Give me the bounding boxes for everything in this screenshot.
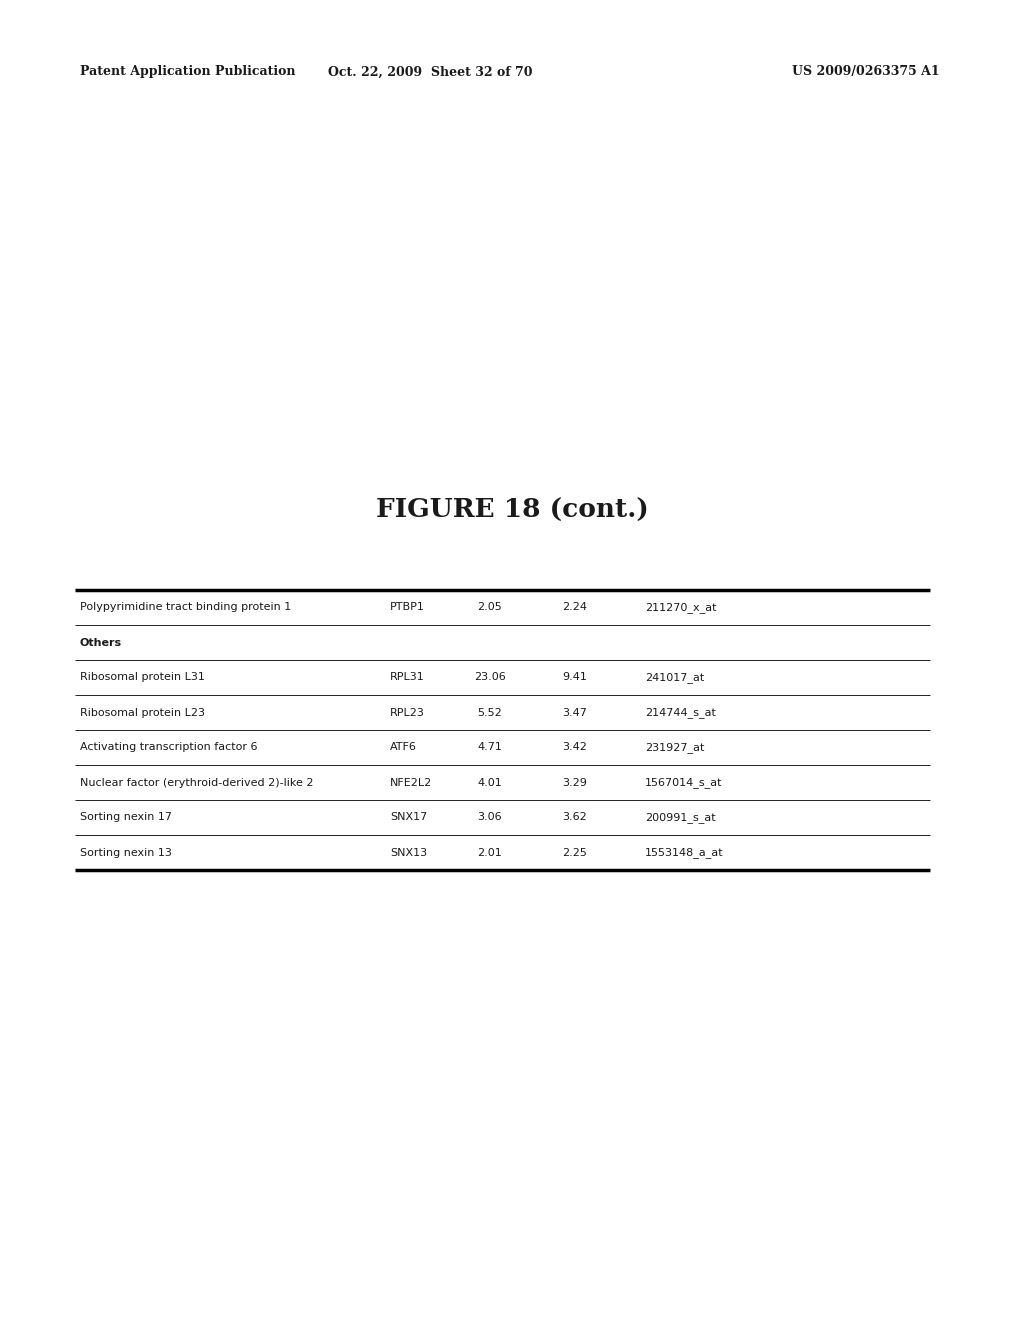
Text: 23.06: 23.06 (474, 672, 506, 682)
Text: 231927_at: 231927_at (645, 742, 705, 752)
Text: 211270_x_at: 211270_x_at (645, 602, 717, 612)
Text: ATF6: ATF6 (390, 742, 417, 752)
Text: 1567014_s_at: 1567014_s_at (645, 777, 723, 788)
Text: 214744_s_at: 214744_s_at (645, 708, 716, 718)
Text: US 2009/0263375 A1: US 2009/0263375 A1 (793, 66, 940, 78)
Text: Nuclear factor (erythroid-derived 2)-like 2: Nuclear factor (erythroid-derived 2)-lik… (80, 777, 313, 788)
Text: Ribosomal protein L31: Ribosomal protein L31 (80, 672, 205, 682)
Text: 9.41: 9.41 (562, 672, 588, 682)
Text: 3.47: 3.47 (562, 708, 588, 718)
Text: PTBP1: PTBP1 (390, 602, 425, 612)
Text: Sorting nexin 13: Sorting nexin 13 (80, 847, 172, 858)
Text: RPL31: RPL31 (390, 672, 425, 682)
Text: Oct. 22, 2009  Sheet 32 of 70: Oct. 22, 2009 Sheet 32 of 70 (328, 66, 532, 78)
Text: Others: Others (80, 638, 122, 648)
Text: Patent Application Publication: Patent Application Publication (80, 66, 296, 78)
Text: 3.42: 3.42 (562, 742, 588, 752)
Text: SNX17: SNX17 (390, 813, 427, 822)
Text: 3.06: 3.06 (477, 813, 503, 822)
Text: Polypyrimidine tract binding protein 1: Polypyrimidine tract binding protein 1 (80, 602, 291, 612)
Text: 2.01: 2.01 (477, 847, 503, 858)
Text: 3.29: 3.29 (562, 777, 588, 788)
Text: 3.62: 3.62 (562, 813, 588, 822)
Text: 4.71: 4.71 (477, 742, 503, 752)
Text: 4.01: 4.01 (477, 777, 503, 788)
Text: 241017_at: 241017_at (645, 672, 705, 682)
Text: 2.05: 2.05 (477, 602, 503, 612)
Text: 2.25: 2.25 (562, 847, 588, 858)
Text: 5.52: 5.52 (477, 708, 503, 718)
Text: Ribosomal protein L23: Ribosomal protein L23 (80, 708, 205, 718)
Text: NFE2L2: NFE2L2 (390, 777, 432, 788)
Text: SNX13: SNX13 (390, 847, 427, 858)
Text: RPL23: RPL23 (390, 708, 425, 718)
Text: 2.24: 2.24 (562, 602, 588, 612)
Text: 1553148_a_at: 1553148_a_at (645, 847, 724, 858)
Text: FIGURE 18 (cont.): FIGURE 18 (cont.) (376, 498, 648, 523)
Text: Activating transcription factor 6: Activating transcription factor 6 (80, 742, 257, 752)
Text: Sorting nexin 17: Sorting nexin 17 (80, 813, 172, 822)
Text: 200991_s_at: 200991_s_at (645, 812, 716, 822)
